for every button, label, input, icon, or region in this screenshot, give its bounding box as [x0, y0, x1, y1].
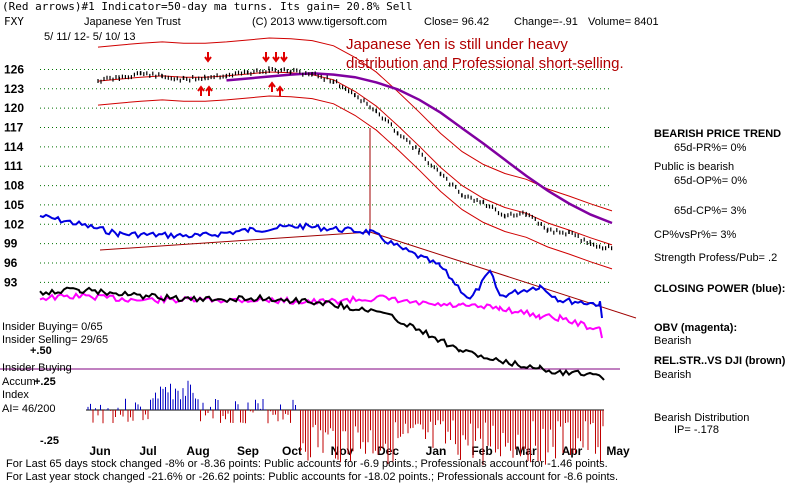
- signal-arrows: [197, 52, 288, 96]
- x-axis-tick-labels: Jun Jul Aug Sep Oct Nov Dec Jan Feb Mar Apr May: [89, 444, 630, 458]
- cp-vs-pr: CP%vsPr%= 3%: [654, 229, 737, 241]
- closing-power-support-line: [99, 231, 371, 251]
- ai-label: AI= 46/200: [2, 403, 56, 415]
- copyright-text: (C) 2013 www.tigersoft.com: [252, 16, 388, 28]
- x-tick-label: May: [606, 444, 630, 458]
- obv-line: [39, 292, 603, 339]
- obv-status: Bearish: [654, 335, 692, 347]
- trust-name: Japanese Yen Trust: [84, 16, 181, 28]
- strength-ratio: Strength Profess/Pub= .2: [654, 252, 778, 264]
- y-tick-label: 111: [4, 159, 23, 173]
- ip-value: IP= -.178: [674, 424, 719, 436]
- accumulation-index-bars: [86, 380, 604, 465]
- rel-str-line: [39, 286, 605, 381]
- insider-buying-count: Insider Buying= 0/65: [2, 321, 103, 333]
- x-tick-label: Jan: [426, 444, 447, 458]
- change-value: Change=-.91: [514, 16, 578, 28]
- op-percent: 65d-OP%= 0%: [674, 175, 748, 187]
- x-tick-label: Jun: [89, 444, 110, 458]
- insider-buying-line-label: Insider Buying: [2, 362, 72, 374]
- down-arrow: [280, 52, 288, 63]
- x-tick-label: Mar: [515, 444, 537, 458]
- volume-value: Volume= 8401: [588, 16, 659, 28]
- pr-percent: 65d-PR%= 0%: [674, 142, 747, 154]
- y-axis-tick-labels: 126 123 120 117 114 111 108 105 102 99 96 93: [4, 62, 24, 289]
- plus-25-label: +.25: [34, 376, 56, 388]
- up-arrow: [268, 81, 276, 92]
- chart-gridlines: [40, 68, 612, 283]
- trend-status: BEARISH PRICE TREND: [654, 128, 782, 140]
- y-tick-label: 96: [4, 256, 18, 270]
- index-label: Index: [2, 389, 29, 401]
- y-tick-label: 108: [4, 179, 24, 193]
- y-tick-label: 105: [4, 198, 24, 212]
- y-tick-label: 123: [4, 82, 24, 96]
- cp-percent: 65d-CP%= 3%: [674, 205, 747, 217]
- indicator-lines: [0, 128, 637, 381]
- x-tick-label: Aug: [186, 444, 209, 458]
- rel-str-label: REL.STR..VS DJI (brown): [654, 355, 786, 367]
- price-series: [97, 66, 613, 251]
- public-status: Public is bearish: [654, 161, 735, 173]
- plus-50-label: +.50: [30, 345, 52, 357]
- up-arrow: [205, 85, 213, 96]
- y-tick-label: 99: [4, 237, 18, 251]
- symbol-label: FXY: [4, 15, 24, 28]
- date-range: 5/ 11/ 12- 5/ 10/ 13: [44, 31, 136, 43]
- x-tick-label: Sep: [237, 444, 259, 458]
- x-tick-label: Oct: [282, 444, 302, 458]
- down-arrow: [272, 52, 280, 63]
- closing-power-label: CLOSING POWER (blue):: [654, 283, 786, 295]
- close-value: Close= 96.42: [424, 16, 490, 28]
- distribution-status: Bearish Distribution: [654, 412, 750, 424]
- y-tick-label: 117: [4, 121, 24, 135]
- insider-selling-count: Insider Selling= 29/65: [2, 334, 109, 346]
- obv-label: OBV (magenta):: [654, 322, 738, 334]
- lower-band: [97, 95, 613, 270]
- headline-line-1: Japanese Yen is still under heavy: [346, 36, 568, 53]
- down-arrow: [262, 52, 270, 63]
- accum-label: Accum: [2, 376, 36, 388]
- y-tick-label: 114: [4, 140, 24, 154]
- x-tick-label: Feb: [471, 444, 492, 458]
- y-tick-label: 120: [4, 101, 24, 115]
- headline-line-2: distribution and Professional short-sell…: [346, 55, 624, 72]
- x-tick-label: Jul: [139, 444, 156, 458]
- minus-25-label: -.25: [40, 435, 59, 447]
- up-arrow: [276, 85, 284, 96]
- y-tick-label: 126: [4, 62, 24, 76]
- y-tick-label: 93: [4, 275, 18, 289]
- down-arrow: [204, 52, 212, 63]
- y-tick-label: 102: [4, 217, 24, 231]
- up-arrow: [197, 85, 205, 96]
- indicator-line-text: (Red arrows)#1 Indicator=50-day ma turns…: [2, 0, 413, 13]
- x-tick-label: Apr: [562, 444, 583, 458]
- upper-band: [97, 37, 613, 212]
- footer-line-1: For Last 65 days stock changed -8% or -8…: [6, 458, 608, 470]
- rel-str-status: Bearish: [654, 369, 692, 381]
- footer-line-2: For Last year stock changed -21.6% or -2…: [6, 471, 619, 483]
- closing-power-line: [39, 213, 603, 319]
